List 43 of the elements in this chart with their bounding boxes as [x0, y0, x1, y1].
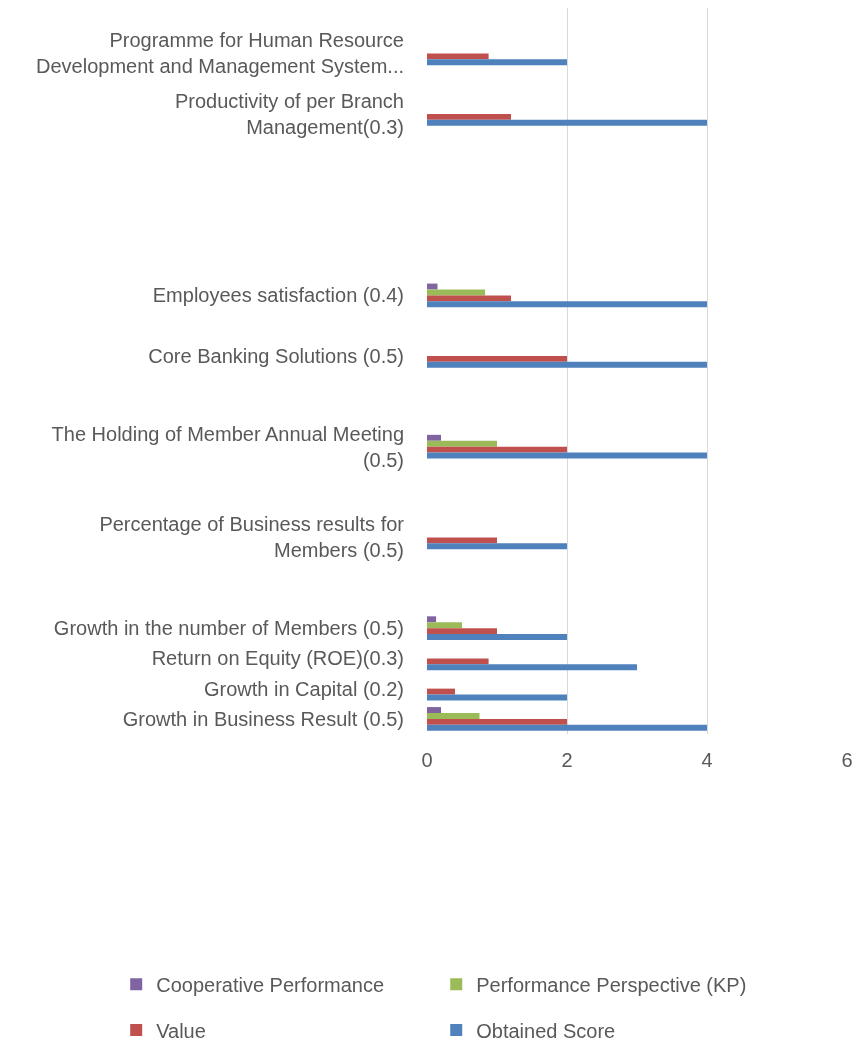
- y-tick-label: The Holding of Member Annual Meeting (0.5): [51, 422, 404, 471]
- y-tick-label: Growth in Business Result (0.5): [122, 707, 404, 730]
- bar: [427, 718, 567, 725]
- y-tick-label: Productivity of per Branch Management(0.3): [175, 89, 404, 138]
- x-tick-label: 2: [561, 749, 573, 771]
- y-tick-label: Core Banking Solutions (0.5): [148, 344, 404, 367]
- bar: [427, 355, 567, 362]
- y-tick-label: Return on Equity (ROE)(0.3): [151, 647, 404, 670]
- bar: [427, 59, 567, 66]
- legend-label: Obtained Score: [476, 1019, 616, 1042]
- bar: [427, 622, 462, 629]
- bar: [427, 289, 486, 296]
- bar: [427, 724, 707, 731]
- bar: [427, 361, 707, 368]
- bar: [427, 634, 567, 640]
- bar: [427, 688, 455, 695]
- bar: [427, 658, 489, 665]
- legend-label: Performance Perspective (KP): [476, 974, 747, 997]
- bar: [427, 113, 511, 120]
- bar: [427, 301, 707, 308]
- bar: [427, 712, 480, 719]
- bar: [427, 543, 567, 550]
- y-tick-label: Percentage of Business results for Members (0.5): [99, 513, 405, 562]
- bar: [427, 664, 637, 671]
- bar: [427, 440, 497, 447]
- y-tick-label: Programme for Human Resource Development and Management System...: [36, 29, 404, 78]
- y-tick-label: Growth in Capital (0.2): [203, 677, 404, 700]
- bar: [427, 628, 497, 635]
- bar: [427, 537, 497, 544]
- bar: [427, 434, 441, 441]
- bar: [427, 446, 567, 453]
- bar: [427, 295, 511, 302]
- y-tick-label: Growth in the number of Members (0.5): [53, 617, 404, 640]
- bar: [427, 119, 707, 126]
- legend-label: Cooperative Performance: [156, 974, 385, 997]
- x-tick-label: 4: [701, 749, 713, 771]
- y-tick-label: Employees satisfaction (0.4): [152, 284, 404, 307]
- legend-label: Value: [156, 1019, 206, 1042]
- bar: [427, 53, 489, 60]
- bar: [427, 616, 437, 623]
- bar: [427, 707, 441, 713]
- x-tick-label: 0: [421, 749, 433, 771]
- x-tick-label: 6: [841, 749, 853, 771]
